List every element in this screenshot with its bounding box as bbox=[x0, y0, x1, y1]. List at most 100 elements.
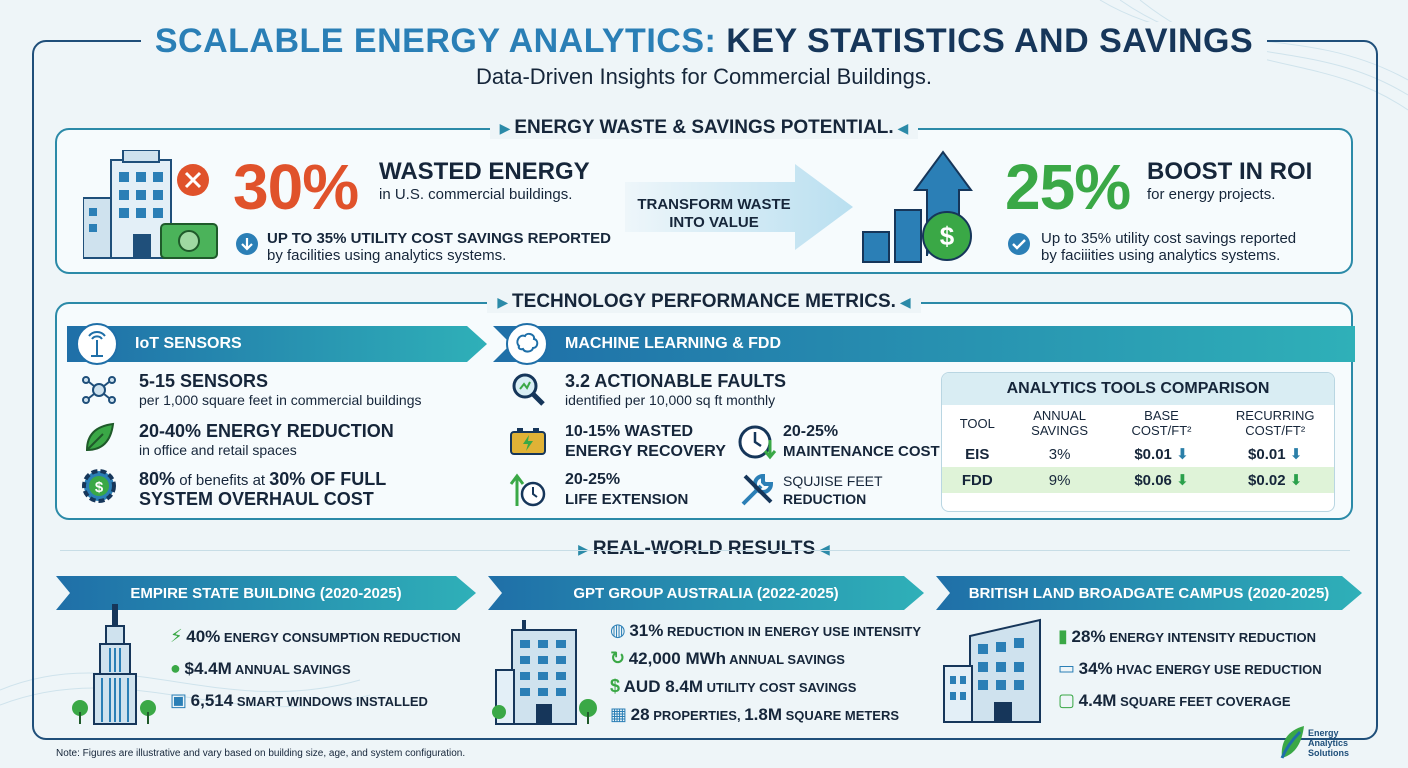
table-row: FDD 9% $0.06 ⬇ $0.02 ⬇ bbox=[942, 467, 1334, 493]
iot-metric-2-head: 20-40% ENERGY REDUCTION bbox=[139, 421, 394, 441]
svg-text:$: $ bbox=[940, 221, 955, 251]
page-title: SCALABLE ENERGY ANALYTICS: KEY STATISTIC… bbox=[0, 22, 1408, 61]
technology-panel-title: ▶ TECHNOLOGY PERFORMANCE METRICS. ◀ bbox=[57, 291, 1351, 313]
gear-dollar-icon: $ bbox=[82, 469, 116, 503]
transform-arrow-icon bbox=[625, 164, 853, 250]
roi-sub: for energy projects. bbox=[1147, 186, 1276, 203]
wrench-icon bbox=[741, 473, 774, 506]
transform-line1: TRANSFORM WASTE bbox=[637, 196, 791, 213]
gpt-building-icon bbox=[492, 620, 597, 725]
table-row: EIS 3% $0.01 ⬇ $0.01 ⬇ bbox=[942, 441, 1334, 467]
clock-down-icon bbox=[738, 425, 777, 460]
header-tool: TOOL bbox=[959, 415, 995, 431]
ml-life-line1: 20-25% bbox=[565, 471, 621, 488]
row-eis-tool: EIS bbox=[965, 445, 990, 463]
right-note-line1: Up to 35% utility cost savings reported bbox=[1041, 230, 1297, 247]
iot-metric-2-sub: in office and retail spaces bbox=[139, 442, 297, 458]
gpt-item-3: $ AUD 8.4M UTILITY COST SAVINGS bbox=[610, 676, 857, 696]
ml-fdd-label: MACHINE LEARNING & FDD bbox=[565, 335, 781, 352]
hvac-icon: ▭ bbox=[1058, 658, 1076, 678]
ml-faults-head: 3.2 ACTIONABLE FAULTS bbox=[565, 371, 787, 391]
title-part1: SCALABLE ENERGY ANALYTICS: bbox=[154, 22, 717, 60]
ml-tag-shape bbox=[493, 326, 1355, 362]
roi-growth-icon: $ bbox=[862, 150, 973, 263]
energy-waste-panel: ▶ ENERGY WASTE & SAVINGS POTENTIAL. ◀ 30… bbox=[55, 117, 1353, 274]
coins-icon: ● bbox=[170, 658, 181, 678]
ml-recovery-line2: ENERGY RECOVERY bbox=[565, 443, 726, 460]
gpt-item-1: ◍ 31% REDUCTION IN ENERGY USE INTENSITY bbox=[610, 620, 922, 640]
antenna-icon bbox=[76, 323, 118, 365]
empire-state-building-icon bbox=[72, 604, 156, 725]
iot-tag-shape bbox=[67, 326, 487, 362]
ml-sq-line1: SQUJISE FEET bbox=[783, 473, 883, 489]
ml-maint-line2: MAINTENANCE COST bbox=[783, 443, 940, 460]
iot-metric-3-head-line2: SYSTEM OVERHAUL COST bbox=[139, 489, 374, 509]
row-fdd-recurring: $0.02 ⬇ bbox=[1248, 472, 1303, 489]
broadgate-banner: BRITISH LAND BROADGATE CAMPUS (2020-2025… bbox=[968, 584, 1330, 602]
gpt-banner: GPT GROUP AUSTRALIA (2022-2025) bbox=[573, 584, 839, 602]
empire-banner: EMPIRE STATE BUILDING (2020-2025) bbox=[130, 584, 402, 602]
broadgate-banner-shape bbox=[936, 576, 1362, 610]
brain-icon bbox=[506, 323, 548, 365]
page-subtitle: Data-Driven Insights for Commercial Buil… bbox=[475, 64, 933, 89]
check-circle-icon bbox=[1008, 233, 1030, 255]
header-recurring-cost: RECURRING COST/FT² bbox=[1235, 408, 1315, 438]
iot-metric-1-head: 5-15 SENSORS bbox=[139, 371, 269, 391]
footer-note: Note: Figures are illustrative and vary … bbox=[56, 748, 466, 759]
left-note-line1: UP TO 35% UTILITY COST SAVINGS REPORTED bbox=[267, 230, 611, 247]
office-building-icon bbox=[83, 150, 218, 259]
wasted-energy-percent: 30% bbox=[233, 151, 359, 223]
broadgate-building-icon bbox=[943, 618, 1041, 723]
row-fdd-savings: 9% bbox=[1048, 471, 1071, 489]
ml-maint-line1: 20-25% bbox=[783, 423, 839, 440]
row-fdd-base: $0.06 ⬇ bbox=[1134, 472, 1189, 489]
right-note-line2: by faciiities using analytics systems. bbox=[1041, 247, 1281, 264]
comparison-title: ANALYTICS TOOLS COMPARISON bbox=[942, 373, 1334, 405]
energy-waste-panel-title: ▶ ENERGY WASTE & SAVINGS POTENTIAL. ◀ bbox=[57, 117, 1351, 139]
life-extension-icon bbox=[509, 473, 546, 507]
comparison-header-row: TOOL ANNUAL SAVINGS BASE COST/FT² RECURRIN… bbox=[942, 405, 1334, 441]
leaf-logo-icon bbox=[1280, 726, 1304, 759]
logo-text: Energy Analytics Solutions bbox=[1308, 728, 1349, 758]
area-icon: ▢ bbox=[1058, 690, 1076, 710]
magnifier-icon bbox=[512, 373, 545, 406]
left-note-line2: by facilities using analytics systems. bbox=[267, 247, 507, 264]
ml-faults-sub: identified per 10,000 sq ft monthly bbox=[565, 392, 776, 408]
row-eis-base: $0.01 ⬇ bbox=[1134, 446, 1189, 463]
title-part2: KEY STATISTICS AND SAVINGS bbox=[726, 22, 1254, 60]
ml-recovery-line1: 10-15% WASTED bbox=[565, 423, 694, 440]
empire-banner-shape bbox=[56, 576, 476, 610]
globe-icon: ◍ bbox=[610, 620, 626, 640]
transform-line2: INTO VALUE bbox=[669, 214, 759, 231]
empire-item-3: ▣ 6,514 SMART WINDOWS INSTALLED bbox=[170, 690, 428, 710]
broadgate-item-1: ▮ 28% ENERGY INTENSITY REDUCTION bbox=[1058, 626, 1317, 646]
comparison-table: TOOL ANNUAL SAVINGS BASE COST/FT² RECURRIN… bbox=[942, 405, 1334, 493]
leaf-icon bbox=[85, 422, 115, 452]
iot-sensors-label: IoT SENSORS bbox=[135, 335, 242, 352]
arrow-down-circle-icon bbox=[236, 233, 258, 255]
results-divider bbox=[60, 550, 1350, 551]
window-icon: ▣ bbox=[170, 690, 188, 710]
results-title: ▶ REAL-WORLD RESULTS ◀ bbox=[0, 538, 1408, 560]
header-base-cost: BASE COST/FT² bbox=[1131, 408, 1192, 438]
wasted-energy-headline: WASTED ENERGY bbox=[379, 158, 590, 185]
row-fdd-tool: FDD bbox=[961, 471, 993, 489]
broadgate-item-3: ▢ 4.4M SQUARE FEET COVERAGE bbox=[1058, 690, 1291, 710]
header-savings: ANNUAL SAVINGS bbox=[1031, 408, 1088, 438]
bar-chart-icon: ▮ bbox=[1058, 626, 1068, 646]
ml-sq-line2: REDUCTION bbox=[783, 491, 867, 507]
iot-metric-3-head: 80% of benefits at 30% OF FULL bbox=[139, 469, 387, 490]
dollar-coin-icon: $ bbox=[610, 676, 621, 696]
row-eis-savings: 3% bbox=[1048, 445, 1071, 463]
ml-life-line2: LIFE EXTENSION bbox=[565, 491, 689, 508]
iot-metric-1-sub: per 1,000 square feet in commercial buil… bbox=[139, 392, 422, 408]
battery-icon bbox=[510, 428, 546, 455]
svg-text:$: $ bbox=[95, 479, 104, 496]
empire-item-2: ● $4.4M ANNUAL SAVINGS bbox=[170, 658, 351, 678]
gpt-item-4: ▦ 28 PROPERTIES, 1.8M SQUARE METERS bbox=[610, 704, 900, 724]
analytics-tools-comparison: ANALYTICS TOOLS COMPARISON TOOL ANNUAL SA… bbox=[941, 372, 1335, 512]
technology-panel: ▶ TECHNOLOGY PERFORMANCE METRICS. ◀ IoT … bbox=[55, 291, 1355, 520]
broadgate-item-2: ▭ 34% HVAC ENERGY USE REDUCTION bbox=[1058, 658, 1322, 678]
arrow-down-icon: ⬇ bbox=[1176, 472, 1189, 489]
gpt-banner-shape bbox=[488, 576, 924, 610]
